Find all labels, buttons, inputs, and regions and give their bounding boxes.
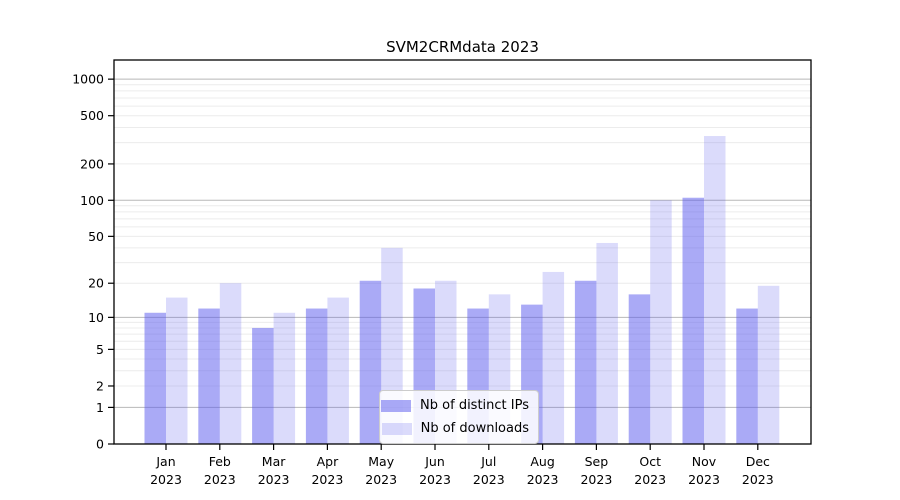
x-axis-tick-label-year-aug: 2023 — [527, 472, 559, 487]
x-axis-tick-label-month-aug: Aug — [530, 454, 554, 469]
y-axis-tick-label-50: 50 — [88, 229, 104, 244]
bar-distinct-ips-jan — [144, 312, 166, 444]
chart-title: SVM2CRMdata 2023 — [386, 38, 539, 56]
x-axis-tick-label-month-mar: Mar — [262, 454, 286, 469]
y-axis-tick-label-10: 10 — [88, 310, 104, 325]
x-axis-tick-label-year-nov: 2023 — [688, 472, 720, 487]
y-axis-tick-label-200: 200 — [80, 156, 104, 171]
bar-distinct-ips-oct — [628, 294, 651, 444]
bar-downloads-oct — [650, 200, 672, 444]
x-axis-tick-label-year-dec: 2023 — [742, 472, 774, 487]
y-axis-tick-label-1: 1 — [96, 400, 104, 415]
legend-label-distinct-ips: Nb of distinct IPs — [420, 398, 529, 413]
x-axis-tick-label-year-apr: 2023 — [311, 472, 343, 487]
x-axis-tick-label-year-mar: 2023 — [258, 472, 290, 487]
bar-downloads-aug — [542, 271, 565, 444]
legend-item-downloads: Nb of downloads — [381, 420, 529, 437]
legend-swatch-distinct-ips — [381, 399, 412, 412]
bar-distinct-ips-mar — [252, 327, 274, 444]
x-axis-tick-label-year-may: 2023 — [365, 472, 397, 487]
x-axis-tick-label-year-oct: 2023 — [634, 472, 666, 487]
plot-border — [113, 59, 812, 445]
x-axis-tick-label-year-jan: 2023 — [150, 472, 182, 487]
bar-downloads-feb — [219, 283, 242, 444]
x-axis-tick-label-month-nov: Nov — [692, 454, 717, 469]
bar-downloads-nov — [704, 136, 726, 444]
bar-downloads-sep — [596, 242, 618, 444]
bar-distinct-ips-feb — [198, 308, 220, 444]
bar-downloads-apr — [327, 297, 349, 444]
bar-downloads-jan — [166, 297, 188, 444]
bar-downloads-mar — [273, 312, 296, 444]
y-axis-tick-label-5: 5 — [96, 342, 104, 357]
y-axis-tick-label-2: 2 — [96, 378, 104, 393]
legend-swatch-downloads — [381, 422, 412, 435]
x-axis-tick-label-month-jan: Jan — [155, 454, 175, 469]
x-axis-tick-label-year-jul: 2023 — [473, 472, 505, 487]
x-axis-tick-label-month-jul: Jul — [480, 454, 496, 469]
y-axis-tick-label-0: 0 — [96, 437, 104, 452]
x-axis-tick-label-month-may: May — [368, 454, 394, 469]
y-axis-tick-label-500: 500 — [80, 108, 104, 123]
y-axis-tick-label-20: 20 — [88, 276, 104, 291]
x-axis-tick-label-month-jun: Jun — [424, 454, 445, 469]
x-axis-tick-label-month-feb: Feb — [209, 454, 231, 469]
bar-distinct-ips-apr — [305, 308, 328, 444]
x-axis-tick-label-month-oct: Oct — [639, 454, 661, 469]
bar-distinct-ips-nov — [682, 197, 704, 444]
x-axis-tick-label-year-feb: 2023 — [204, 472, 236, 487]
bar-distinct-ips-dec — [736, 308, 758, 444]
bar-distinct-ips-may — [359, 280, 382, 444]
x-axis-tick-label-year-jun: 2023 — [419, 472, 451, 487]
x-axis-tick-label-month-sep: Sep — [585, 454, 609, 469]
x-axis-tick-label-month-apr: Apr — [317, 454, 339, 469]
legend-item-distinct-ips: Nb of distinct IPs — [381, 397, 529, 414]
x-axis-tick-label-year-sep: 2023 — [580, 472, 612, 487]
y-axis-tick-label-1000: 1000 — [72, 72, 104, 87]
y-axis-tick-label-100: 100 — [80, 193, 104, 208]
legend: Nb of distinct IPs Nb of downloads — [379, 390, 539, 444]
legend-label-downloads: Nb of downloads — [420, 421, 529, 436]
bar-distinct-ips-sep — [574, 280, 597, 444]
bar-downloads-dec — [757, 285, 780, 444]
x-axis-tick-label-month-dec: Dec — [746, 454, 770, 469]
